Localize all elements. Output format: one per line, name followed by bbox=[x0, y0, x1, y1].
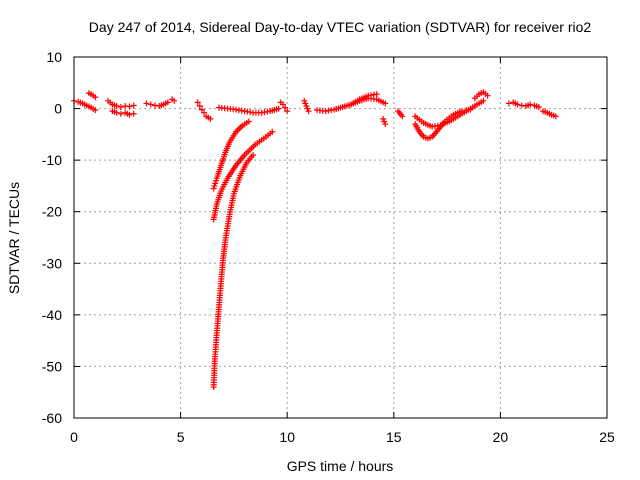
data-point bbox=[275, 105, 282, 112]
series-arc15 bbox=[395, 108, 406, 120]
series-arc9 bbox=[215, 104, 282, 116]
data-point bbox=[130, 110, 137, 117]
series-arc4 bbox=[109, 108, 137, 118]
data-point bbox=[143, 100, 150, 107]
chart-title: Day 247 of 2014, Sidereal Day-to-day VTE… bbox=[89, 19, 592, 35]
data-point bbox=[245, 118, 252, 125]
data-point bbox=[382, 100, 389, 107]
series-arc8 bbox=[203, 113, 214, 122]
data-points bbox=[71, 89, 559, 391]
data-point bbox=[147, 101, 154, 108]
series-arc2 bbox=[85, 90, 99, 101]
series-arc13 bbox=[348, 91, 380, 108]
data-point bbox=[201, 109, 208, 116]
x-axis-label: GPS time / hours bbox=[287, 458, 394, 474]
data-point bbox=[399, 113, 406, 120]
data-point bbox=[373, 91, 380, 98]
data-point bbox=[527, 101, 534, 108]
series-arc1 bbox=[71, 97, 99, 114]
data-point bbox=[117, 104, 124, 111]
series-curve2 bbox=[210, 128, 276, 223]
data-point bbox=[117, 110, 124, 117]
series-arc16 bbox=[412, 106, 474, 142]
series-arc18 bbox=[471, 89, 491, 102]
data-point bbox=[113, 102, 120, 109]
y-tick-label: 10 bbox=[46, 49, 62, 65]
series-arc19 bbox=[505, 99, 542, 111]
data-point bbox=[207, 115, 214, 122]
series-curve1 bbox=[210, 118, 252, 192]
data-point bbox=[552, 113, 559, 120]
data-point bbox=[480, 97, 487, 104]
data-point bbox=[113, 109, 120, 116]
data-point bbox=[194, 99, 201, 106]
plot-frame bbox=[73, 56, 608, 419]
data-point bbox=[505, 100, 512, 107]
x-tick-label: 25 bbox=[599, 429, 615, 445]
data-point bbox=[305, 108, 312, 115]
data-point bbox=[535, 104, 542, 111]
series-arc5 bbox=[143, 99, 171, 109]
data-point bbox=[196, 102, 203, 109]
y-tick-label: -30 bbox=[42, 255, 62, 271]
y-tick-label: 0 bbox=[54, 101, 62, 117]
data-point bbox=[514, 101, 521, 108]
data-point bbox=[269, 128, 276, 135]
x-tick-label: 15 bbox=[386, 429, 402, 445]
axis-ticks bbox=[73, 56, 608, 419]
series-arc10 bbox=[277, 99, 291, 115]
series-arc14 bbox=[380, 115, 389, 128]
series-arc20 bbox=[540, 108, 559, 120]
series-arc17 bbox=[412, 97, 487, 130]
data-point bbox=[130, 102, 137, 109]
y-tick-label: -20 bbox=[42, 204, 62, 220]
grid-lines bbox=[74, 57, 607, 418]
data-point bbox=[382, 121, 389, 128]
x-tick-label: 10 bbox=[279, 429, 295, 445]
data-point bbox=[126, 111, 133, 118]
data-point bbox=[171, 97, 178, 104]
data-point bbox=[284, 108, 291, 115]
data-point bbox=[126, 103, 133, 110]
series-arc11 bbox=[301, 97, 312, 115]
y-tick-label: -60 bbox=[42, 410, 62, 426]
y-tick-label: -40 bbox=[42, 307, 62, 323]
data-point bbox=[92, 94, 99, 101]
data-point bbox=[484, 92, 491, 99]
data-point bbox=[250, 151, 257, 158]
data-point bbox=[279, 101, 286, 108]
y-tick-label: -50 bbox=[42, 358, 62, 374]
data-point bbox=[92, 107, 99, 114]
series-arc6 bbox=[169, 96, 178, 104]
tick-labels: 0 5 10 15 20 25 -60 -50 -40 -30 -20 -10 0 10 bbox=[42, 49, 615, 445]
y-tick-label: -10 bbox=[42, 152, 62, 168]
series-curve3 bbox=[210, 151, 257, 391]
series-arc3 bbox=[105, 97, 137, 111]
data-point bbox=[164, 99, 171, 106]
x-tick-label: 5 bbox=[177, 429, 185, 445]
series-arc7 bbox=[194, 99, 208, 116]
x-tick-label: 20 bbox=[493, 429, 509, 445]
data-point bbox=[198, 106, 205, 113]
x-tick-label: 0 bbox=[70, 429, 78, 445]
data-point bbox=[282, 104, 289, 111]
y-axis-label: SDTVAR / TECUs bbox=[6, 182, 22, 294]
